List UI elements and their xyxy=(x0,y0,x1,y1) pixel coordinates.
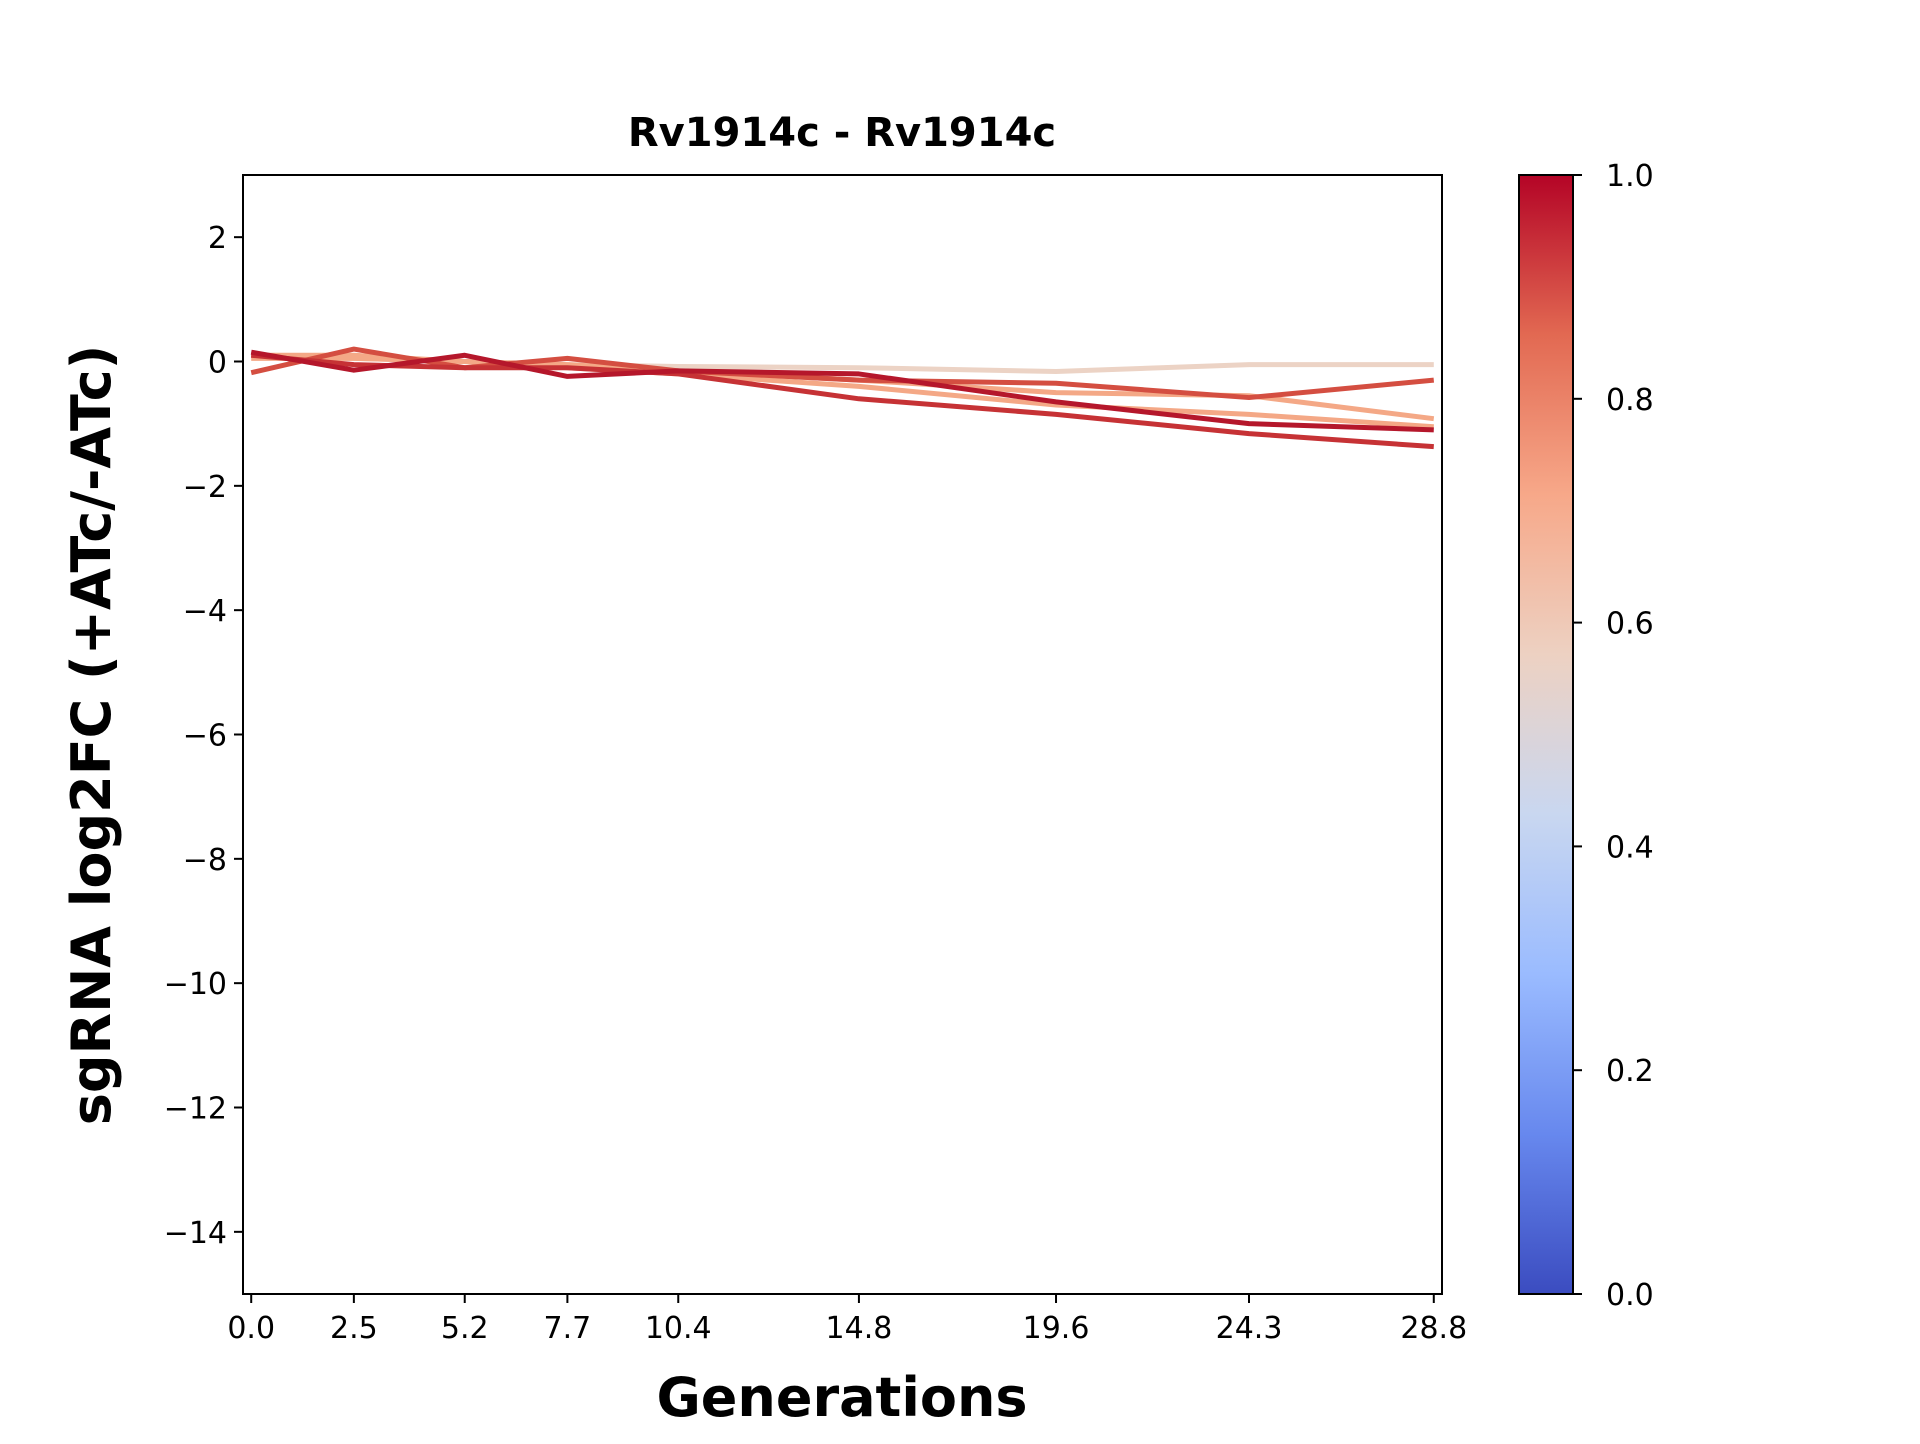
x-tick-label: 10.4 xyxy=(645,1311,712,1346)
y-tick-label: −12 xyxy=(164,1092,227,1127)
series-line-5 xyxy=(250,349,1434,433)
x-tick-label: 0.0 xyxy=(227,1311,275,1346)
colorbar-tick-label: 0.4 xyxy=(1606,830,1654,865)
y-tick-label: 0 xyxy=(208,346,227,381)
y-axis-label: sgRNA log2FC (+ATc/-ATc) xyxy=(60,345,123,1126)
y-tick-label: −10 xyxy=(164,967,227,1002)
x-tick-label: 14.8 xyxy=(826,1311,893,1346)
y-tick-label: −14 xyxy=(164,1216,227,1251)
colorbar-tick-label: 0.8 xyxy=(1606,383,1654,418)
y-axis: 2 0 −2 −4 −6 −8 −10 −12 −14 xyxy=(164,221,243,1251)
plot-frame xyxy=(242,174,1443,1295)
colorbar-tick-label: 0.0 xyxy=(1606,1278,1654,1313)
y-tick-label: −2 xyxy=(183,470,227,505)
colorbar-tick-label: 0.6 xyxy=(1606,607,1654,642)
x-tick-label: 24.3 xyxy=(1216,1311,1283,1346)
x-tick-label: 28.8 xyxy=(1400,1311,1467,1346)
x-axis: 0.0 2.5 5.2 7.7 10.4 14.8 19.6 24.3 28.8 xyxy=(227,1294,1467,1346)
colorbar xyxy=(1518,174,1574,1295)
y-tick-label: −4 xyxy=(183,594,227,629)
x-axis-label: Generations xyxy=(656,1366,1027,1429)
x-tick-label: 7.7 xyxy=(544,1311,592,1346)
y-tick-label: −8 xyxy=(183,843,227,878)
series-lines xyxy=(250,346,1435,450)
colorbar-axis: 0.0 0.2 0.4 0.6 0.8 1.0 xyxy=(1573,159,1654,1313)
x-tick-label: 19.6 xyxy=(1023,1311,1090,1346)
x-tick-label: 5.2 xyxy=(441,1311,489,1346)
y-tick-label: −6 xyxy=(183,719,227,754)
chart-title: Rv1914c - Rv1914c xyxy=(628,110,1056,156)
colorbar-tick-label: 0.2 xyxy=(1606,1054,1654,1089)
y-tick-label: 2 xyxy=(208,221,227,256)
x-tick-label: 2.5 xyxy=(330,1311,378,1346)
colorbar-tick-label: 1.0 xyxy=(1606,159,1654,194)
